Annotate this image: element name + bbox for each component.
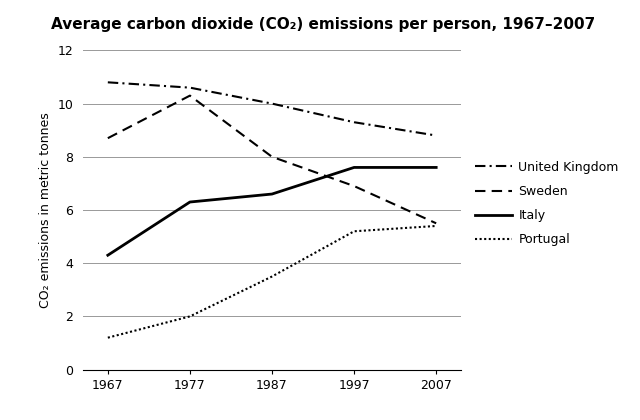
Italy bbox=[268, 192, 276, 197]
Sweden bbox=[433, 221, 440, 226]
United Kingdom bbox=[268, 101, 276, 106]
Sweden bbox=[186, 93, 194, 98]
Portugal bbox=[104, 335, 111, 340]
Italy bbox=[433, 165, 440, 170]
Line: Portugal: Portugal bbox=[108, 226, 436, 338]
Portugal bbox=[350, 229, 358, 234]
Portugal bbox=[433, 223, 440, 228]
Legend: United Kingdom, Sweden, Italy, Portugal: United Kingdom, Sweden, Italy, Portugal bbox=[475, 161, 619, 247]
Portugal bbox=[268, 274, 276, 279]
Italy bbox=[104, 253, 111, 258]
Sweden bbox=[350, 184, 358, 189]
Line: United Kingdom: United Kingdom bbox=[108, 82, 436, 136]
United Kingdom bbox=[186, 85, 194, 90]
Portugal bbox=[186, 314, 194, 319]
Italy bbox=[350, 165, 358, 170]
Line: Sweden: Sweden bbox=[108, 96, 436, 223]
Sweden bbox=[268, 154, 276, 159]
United Kingdom bbox=[104, 80, 111, 85]
United Kingdom bbox=[350, 120, 358, 125]
Line: Italy: Italy bbox=[108, 168, 436, 255]
Y-axis label: CO₂ emissions in metric tonnes: CO₂ emissions in metric tonnes bbox=[39, 112, 52, 308]
United Kingdom bbox=[433, 133, 440, 138]
Text: Average carbon dioxide (CO₂) emissions per person, 1967–2007: Average carbon dioxide (CO₂) emissions p… bbox=[51, 17, 595, 32]
Sweden bbox=[104, 136, 111, 141]
Italy bbox=[186, 200, 194, 205]
